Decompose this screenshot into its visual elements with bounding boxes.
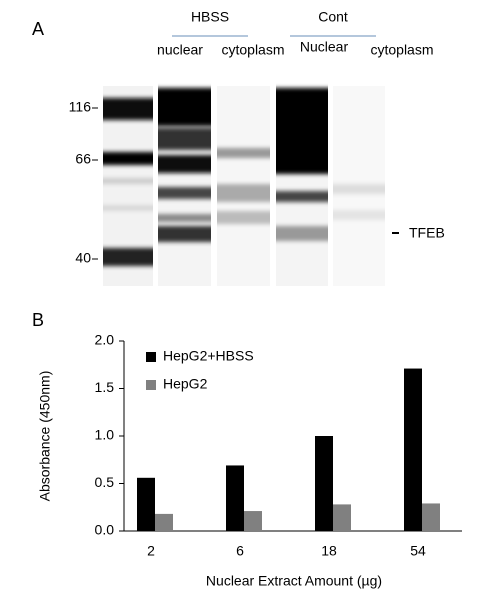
panel-label: A [32, 19, 44, 39]
marker-label: 66 [75, 151, 91, 167]
lane-label: cytoplasm [221, 42, 284, 58]
legend-swatch [146, 380, 156, 390]
bar [333, 504, 351, 531]
lane-label: nuclear [157, 42, 203, 58]
y-tick-label: 1.0 [95, 427, 115, 443]
marker-label: 40 [75, 250, 91, 266]
legend-swatch [146, 352, 156, 362]
marker-label: 116 [69, 99, 92, 115]
bar [226, 465, 244, 531]
y-axis-label: Absorbance (450nm) [37, 371, 53, 502]
bar [315, 436, 333, 531]
x-tick-label: 6 [236, 543, 244, 559]
x-tick-label: 54 [410, 543, 426, 559]
bar [244, 511, 262, 531]
gel [103, 86, 385, 286]
bar [404, 368, 422, 531]
panel-label: B [32, 310, 44, 330]
lane-label: Nuclear [300, 39, 349, 55]
y-tick-label: 2.0 [95, 332, 115, 348]
bar [422, 503, 440, 531]
lane-label: cytoplasm [370, 42, 433, 58]
y-tick-label: 0.5 [95, 474, 115, 490]
bar [155, 513, 173, 531]
legend-label: HepG2 [163, 376, 208, 392]
legend-label: HepG2+HBSS [163, 348, 254, 364]
group-label: Cont [318, 9, 348, 25]
y-tick-label: 0.0 [95, 522, 115, 538]
group-label: HBSS [191, 9, 229, 25]
band-label: TFEB [409, 225, 445, 241]
x-tick-label: 18 [321, 543, 337, 559]
x-axis-label: Nuclear Extract Amount (µg) [206, 573, 382, 589]
bar [137, 477, 155, 531]
x-tick-label: 2 [147, 543, 155, 559]
y-tick-label: 1.5 [95, 379, 115, 395]
